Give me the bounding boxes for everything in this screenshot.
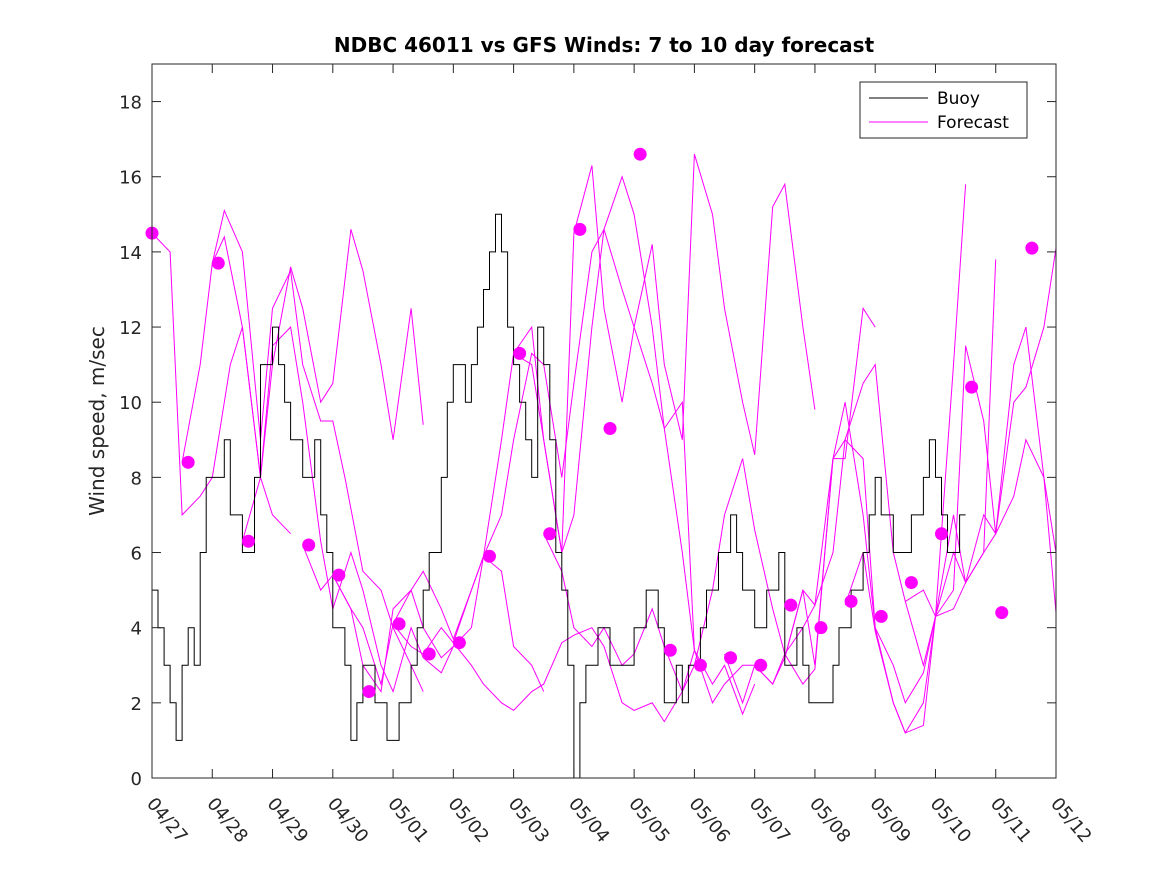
forecast-marker [543, 527, 557, 541]
forecast-marker [332, 568, 346, 582]
y-axis-ticks: 0 2 4 6 8 10 12 14 16 18 [119, 93, 1056, 790]
forecast-marker [754, 658, 768, 672]
plot-axes [151, 63, 1057, 779]
forecast-marker [362, 685, 376, 699]
legend: Buoy Forecast [859, 81, 1028, 139]
forecast-marker [573, 222, 587, 236]
legend-forecast-label: Forecast [937, 113, 1009, 133]
forecast-marker [422, 647, 436, 661]
forecast-marker [633, 147, 647, 161]
forecast-series-line [724, 259, 997, 705]
forecast-series-line [392, 175, 665, 655]
legend-box [859, 81, 1028, 139]
forecast-series-line [302, 227, 695, 693]
forecast-marker [965, 380, 979, 394]
forecast-series-line [784, 326, 1056, 705]
y-tick-label: 8 [131, 468, 142, 489]
y-axis-label: Wind speed, m/sec [85, 326, 109, 516]
forecast-marker [844, 594, 858, 608]
y-tick-label: 12 [119, 318, 142, 339]
forecast-marker [1025, 241, 1039, 255]
forecast-marker [392, 617, 406, 631]
forecast-marker [181, 455, 195, 469]
forecast-marker [814, 621, 828, 635]
forecast-marker [302, 538, 316, 552]
forecast-series-line [332, 555, 545, 692]
forecast-marker [995, 606, 1009, 620]
forecast-marker [211, 256, 225, 270]
plot-frame [151, 63, 1057, 779]
chart-title: NDBC 46011 vs GFS Winds: 7 to 10 day for… [334, 33, 875, 57]
y-tick-label: 6 [131, 544, 142, 565]
y-tick-label: 18 [119, 93, 142, 114]
forecast-marker [513, 346, 527, 360]
forecast-marker [934, 527, 948, 541]
forecast-series-line [181, 209, 424, 692]
forecast-markers [145, 147, 1039, 699]
forecast-marker [452, 636, 466, 650]
forecast-marker [904, 576, 918, 590]
forecast-series-line [905, 438, 1056, 619]
forecast-marker [784, 598, 798, 612]
forecast-marker [482, 549, 496, 563]
forecast-series-line [152, 232, 291, 535]
forecast-marker [241, 534, 255, 548]
buoy-series-line [152, 213, 966, 778]
y-tick-label: 4 [131, 619, 142, 640]
forecast-marker [693, 658, 707, 672]
y-tick-label: 0 [131, 769, 142, 790]
legend-buoy-label: Buoy [937, 89, 980, 109]
y-tick-label: 14 [119, 243, 142, 264]
forecast-series-line [513, 154, 816, 553]
y-tick-label: 10 [119, 393, 142, 414]
buoy-line [152, 213, 966, 778]
forecast-marker [663, 643, 677, 657]
y-tick-label: 2 [131, 694, 142, 715]
y-tick-label: 16 [119, 168, 142, 189]
forecast-marker [603, 422, 617, 436]
forecast-series-line [211, 229, 424, 478]
forecast-marker [724, 651, 738, 665]
forecast-marker [874, 609, 888, 623]
forecast-series-line [452, 627, 756, 723]
